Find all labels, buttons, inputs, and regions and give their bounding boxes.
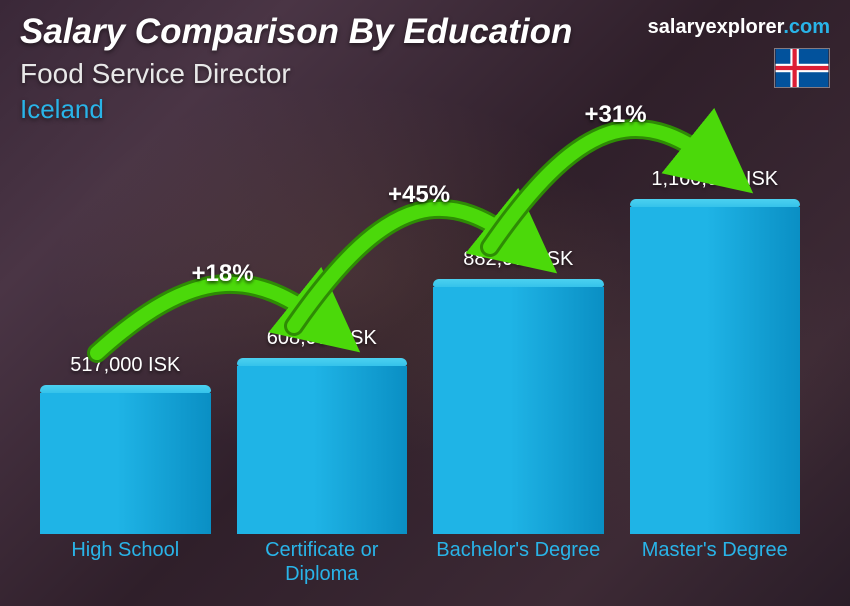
bar-1: 608,000 ISK [237,140,408,534]
growth-pct-2: +31% [585,101,647,129]
bar-rect-3 [630,199,801,534]
chart-country: Iceland [20,94,830,125]
bar-value-3: 1,160,000 ISK [651,168,778,191]
bar-rect-2 [433,279,604,534]
bar-0: 517,000 ISK [40,140,211,534]
brand-tld: .com [783,16,830,38]
bar-chart: 517,000 ISK 608,000 ISK 882,000 ISK 1,160,0… [40,140,800,594]
brand-name: salaryexplorer [648,16,784,38]
growth-pct-1: +45% [388,181,450,209]
growth-pct-0: +18% [192,260,254,288]
bar-value-0: 517,000 ISK [70,354,180,377]
chart-subtitle: Food Service Director [20,58,830,90]
bar-value-2: 882,000 ISK [463,248,573,271]
bar-rect-1 [237,358,408,534]
bar-3: 1,160,000 ISK [630,140,801,534]
bar-2: 882,000 ISK [433,140,604,534]
bar-value-1: 608,000 ISK [267,327,377,350]
bar-label-0: High School [40,538,211,594]
bar-label-2: Bachelor's Degree [433,538,604,594]
country-flag-icon [774,48,830,88]
bar-label-1: Certificate or Diploma [237,538,408,594]
bar-label-3: Master's Degree [630,538,801,594]
brand-logo: salaryexplorer.com [648,16,830,39]
bar-rect-0 [40,385,211,534]
